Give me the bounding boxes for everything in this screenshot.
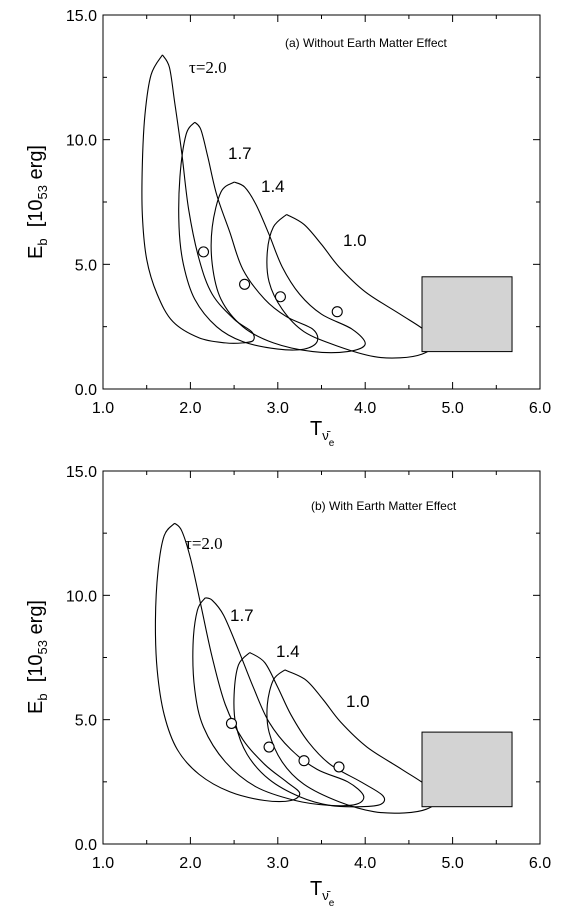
contour-b-0: [154, 522, 301, 803]
x-tick-label-a: 1.0: [92, 400, 114, 417]
y-tick-label-b: 10.0: [66, 588, 97, 605]
x-tick-label-a: 6.0: [529, 400, 551, 417]
annotation-b: (b) With Earth Matter Effect: [311, 499, 457, 513]
y-axis-label-a: Eb [1053 erg]: [25, 145, 50, 259]
contour-b-3: [266, 669, 438, 814]
y-tick-label-b: 5.0: [75, 713, 97, 730]
x-tick-label-a: 3.0: [267, 400, 289, 417]
best-fit-markers-a: [197, 246, 343, 318]
contour-a-0: [141, 54, 255, 344]
best-fit-point-a-3: [331, 306, 343, 318]
contour-a-1: [178, 121, 319, 351]
annotation-a: (a) Without Earth Matter Effect: [285, 36, 448, 50]
panel-b: 1.0 2.0 3.0 4.0 5.0 6.0 0.0 5.0 10.0 15.0 (b) Wit…: [25, 464, 551, 909]
contour-b-2: [233, 652, 386, 808]
x-tick-label-a: 2.0: [179, 400, 201, 417]
best-fit-point-b-2: [298, 755, 310, 767]
x-tick-label-b: 2.0: [179, 855, 201, 872]
best-fit-point-b-0: [225, 717, 238, 729]
series-label-a-tau-2.0: τ=2.0: [189, 58, 227, 77]
contour-a-2: [210, 181, 366, 354]
y-tick-label-a: 5.0: [75, 257, 97, 274]
x-tick-label-b: 1.0: [92, 855, 114, 872]
y-tick-label-b: 0.0: [75, 837, 97, 854]
best-fit-point-b-3: [333, 761, 345, 773]
contour-b-1: [192, 597, 365, 807]
series-label-a-1.0: 1.0: [343, 231, 367, 250]
series-label-a-1.4: 1.4: [261, 177, 285, 196]
series-label-b-1.7: 1.7: [230, 606, 254, 625]
x-tick-label-a: 4.0: [354, 400, 376, 417]
series-label-b-1.0: 1.0: [346, 692, 370, 711]
best-fit-point-a-2: [274, 291, 286, 303]
x-tick-label-b: 5.0: [441, 855, 463, 872]
series-label-a-1.7: 1.7: [228, 144, 252, 163]
contours-a: [141, 54, 435, 359]
contour-a-3: [266, 213, 435, 359]
y-tick-label-a: 0.0: [75, 382, 97, 399]
y-tick-label-a: 10.0: [66, 133, 97, 150]
y-tick-label-b: 15.0: [66, 464, 97, 481]
best-fit-point-a-1: [239, 278, 251, 290]
x-tick-label-b: 6.0: [529, 855, 551, 872]
x-tick-label-b: 3.0: [267, 855, 289, 872]
x-tick-label-b: 4.0: [354, 855, 376, 872]
contours-b: [154, 522, 438, 814]
x-axis-label-a: Tν̄e: [310, 418, 335, 449]
reference-box-b: [421, 731, 513, 808]
best-fit-point-b-1: [263, 741, 275, 753]
x-tick-label-a: 5.0: [441, 400, 463, 417]
reference-box-a: [421, 276, 513, 353]
best-fit-point-a-0: [197, 246, 210, 258]
panel-a: 1.0 2.0 3.0 4.0 5.0 6.0 0.0 5.0 10.0 15.0 (a) Wit…: [25, 8, 551, 449]
best-fit-markers-b: [225, 717, 345, 773]
y-tick-label-a: 15.0: [66, 8, 97, 25]
series-label-b-1.4: 1.4: [276, 642, 300, 661]
series-label-b-tau-2.0: τ=2.0: [185, 534, 223, 553]
ticks-b: 1.0 2.0 3.0 4.0 5.0 6.0 0.0 5.0 10.0 15.0: [66, 464, 551, 872]
y-axis-label-b: Eb [1053 erg]: [25, 600, 50, 714]
x-axis-label-b: Tν̄e: [310, 878, 335, 909]
ticks-a: 1.0 2.0 3.0 4.0 5.0 6.0 0.0 5.0 10.0 15.0: [66, 8, 551, 417]
